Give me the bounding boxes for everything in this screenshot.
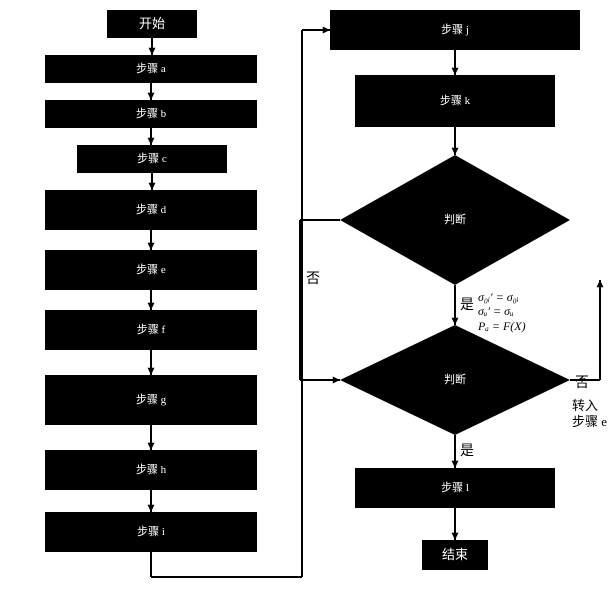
process-R0: 步骤 j [330, 10, 580, 50]
flowchart-canvas: 开始步骤 a 步骤 b 步骤 c 步骤 d 步骤 e 步骤 f 步骤 g 步骤 h 步骤 i 步骤… [0, 0, 616, 616]
edge-label-yes2: 是 [460, 444, 474, 461]
process-label: 步骤 f [137, 324, 165, 336]
process-label: 步骤 h [136, 464, 166, 476]
process-label: 步骤 i [137, 526, 165, 538]
process-R2: 步骤 l [355, 468, 555, 508]
decision-D1: 判断 [340, 155, 570, 285]
edge-label-loop: 转入 步骤 e [572, 398, 607, 429]
process-label: 步骤 k [440, 95, 470, 107]
process-label: 步骤 c [137, 153, 167, 165]
process-L0: 开始 [107, 10, 197, 38]
side-formula: σ₀ᵢ′ = σ₀ᵢ σᵤ′ = σᵤ Pₐ = F(X) [478, 290, 526, 333]
process-L2: 步骤 b [45, 100, 257, 128]
process-L6: 步骤 f [45, 310, 257, 350]
process-R3: 结束 [422, 540, 488, 570]
process-label: 步骤 e [136, 264, 166, 276]
process-L7: 步骤 g [45, 375, 257, 425]
process-L5: 步骤 e [45, 250, 257, 290]
decision-label: 判断 [340, 325, 570, 435]
process-L3: 步骤 c [77, 145, 227, 173]
edge-label-no2: 否 [575, 376, 589, 393]
process-label: 结束 [442, 548, 468, 562]
decision-D2: 判断 [340, 325, 570, 435]
process-L8: 步骤 h [45, 450, 257, 490]
process-L9: 步骤 i [45, 512, 257, 552]
process-label: 步骤 a [136, 63, 166, 75]
edge-label-no1: 否 [306, 272, 320, 289]
process-label: 步骤 j [441, 24, 469, 36]
process-R1: 步骤 k [355, 75, 555, 127]
edge-label-yes1: 是 [460, 298, 474, 315]
process-label: 开始 [139, 17, 165, 31]
decision-label: 判断 [340, 155, 570, 285]
process-label: 步骤 l [441, 482, 469, 494]
process-label: 步骤 g [136, 394, 166, 406]
process-L4: 步骤 d [45, 190, 257, 230]
process-label: 步骤 d [136, 204, 166, 216]
process-L1: 步骤 a [45, 55, 257, 83]
process-label: 步骤 b [136, 108, 166, 120]
